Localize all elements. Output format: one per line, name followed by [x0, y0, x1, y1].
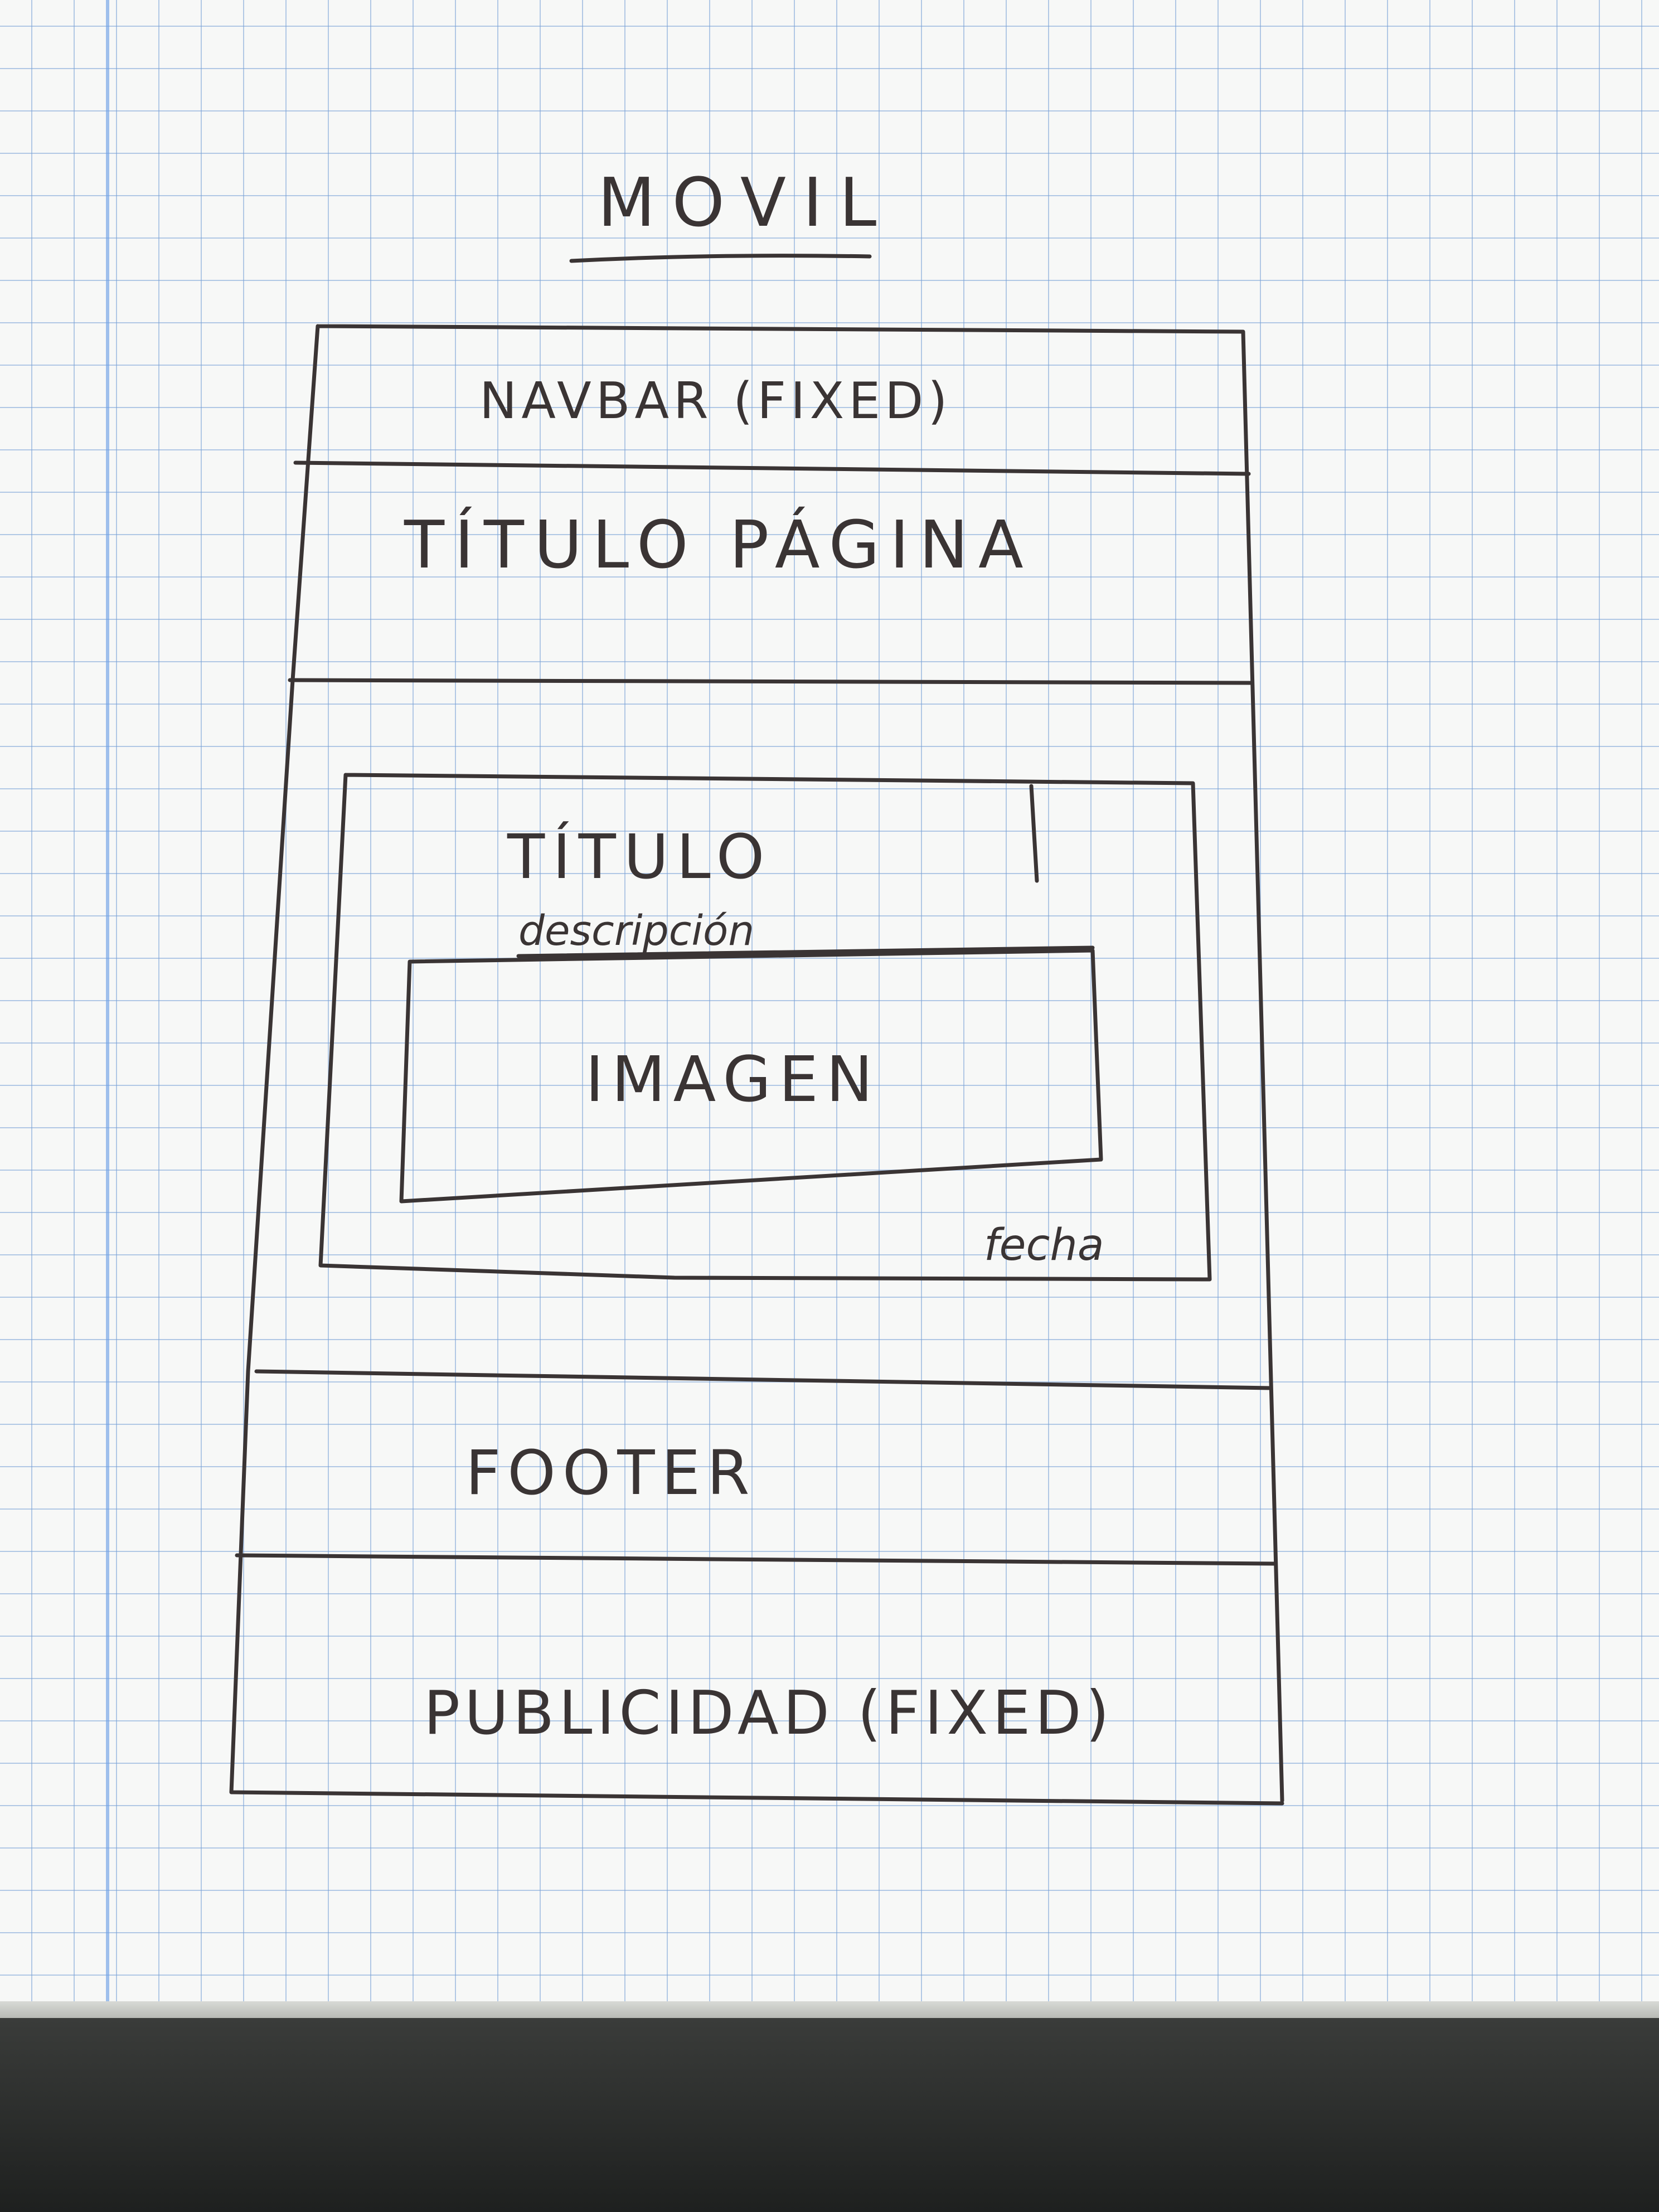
wireframe-sketch: MOVIL NAVBAR (FIXED) TÍTULO PÁGINA TÍTUL…	[229, 164, 1284, 1806]
card-date: fecha	[984, 1220, 1104, 1270]
footer-top-divider	[254, 1369, 1273, 1390]
card-image-label: IMAGEN	[585, 1044, 881, 1116]
graph-paper	[0, 0, 1659, 2012]
footer-bottom-divider	[235, 1553, 1276, 1566]
image-frame	[399, 948, 1103, 1204]
card-description-divider	[516, 945, 1095, 958]
card-description: descripción	[518, 907, 754, 955]
phone-frame	[229, 324, 1284, 1806]
navbar-label: NAVBAR (FIXED)	[479, 372, 952, 430]
table-surface	[0, 2018, 1659, 2212]
card-frame	[318, 773, 1212, 1282]
footer-label: FOOTER	[465, 1437, 756, 1508]
page-title-divider	[288, 678, 1254, 685]
paper-edge	[0, 2001, 1659, 2018]
card-title: TÍTULO	[507, 821, 772, 892]
paper-margin-line	[106, 0, 109, 2012]
title-underline	[569, 254, 872, 263]
sketch-title: MOVIL	[598, 164, 893, 242]
page-title-label: TÍTULO PÁGINA	[404, 506, 1034, 583]
ads-label: PUBLICIDAD (FIXED)	[424, 1679, 1114, 1748]
navbar-divider	[293, 460, 1251, 476]
